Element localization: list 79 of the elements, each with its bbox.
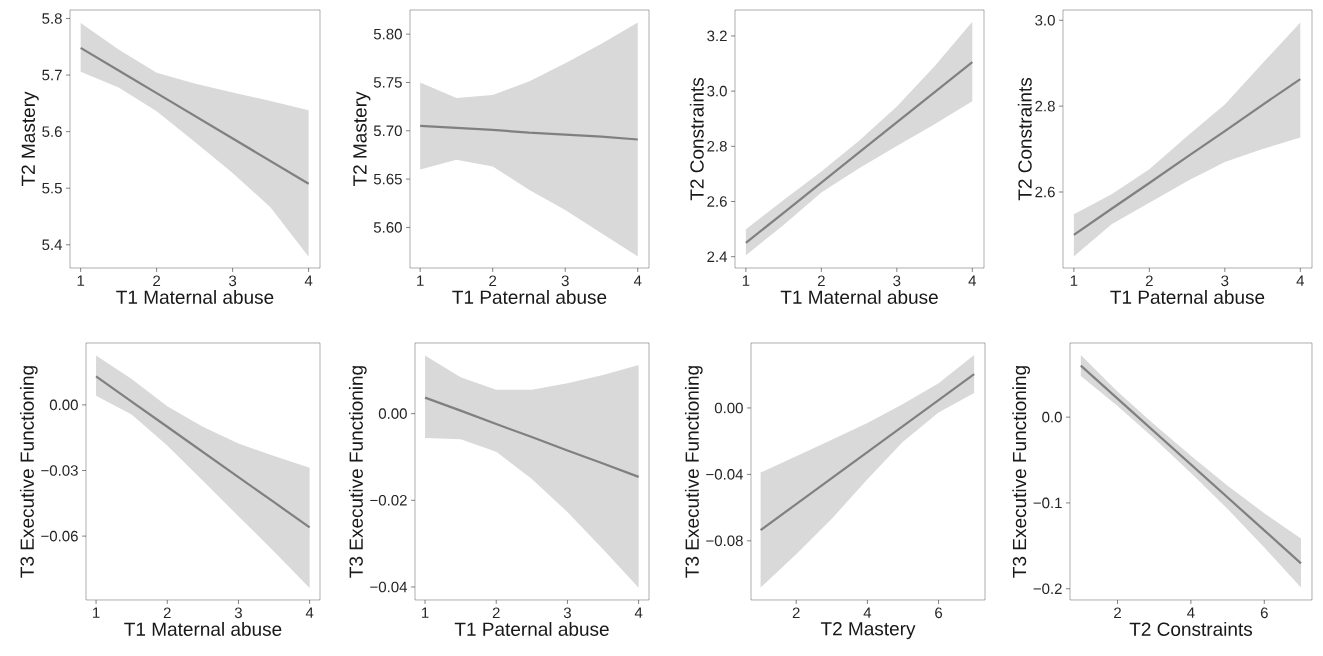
y-tick-label: 5.60 (373, 222, 402, 233)
line-series (423, 396, 640, 478)
x-axis-title: T1 Paternal abuse (1110, 290, 1265, 304)
x-tick-label: 3 (561, 275, 569, 287)
y-axis-title: T3 Executive Functioning (684, 366, 703, 578)
x-axis-title: T1 Paternal abuse (452, 290, 607, 304)
y-axis-title: T2 Constraints (689, 77, 704, 201)
y-tick-label: 3.2 (707, 30, 727, 42)
x-tick-label: 1 (417, 275, 424, 286)
x-tick-label: 1 (742, 275, 750, 286)
x-tick-label: 3 (893, 275, 901, 287)
x-tick-label: 2 (489, 275, 497, 286)
x-axis-title: T1 Maternal abuse (124, 622, 282, 636)
y-axis-title: T3 Executive Functioning (19, 366, 38, 578)
line-series (1072, 78, 1302, 237)
y-tick-label: 5.4 (42, 239, 63, 251)
y-tick-label: 5.75 (373, 77, 402, 88)
y-tick-label: 2.6 (707, 196, 727, 207)
x-tick-label: 4 (1296, 275, 1305, 286)
x-tick-label: 4 (1187, 607, 1195, 618)
y-tick-label: −0.1 (1033, 497, 1062, 509)
y-tick-label: 2.4 (707, 251, 728, 262)
y-tick-label: 5.65 (373, 173, 402, 185)
y-tick-label: −0.2 (1033, 583, 1062, 595)
x-tick-label: 3 (229, 275, 237, 287)
y-tick-label: 0.00 (714, 402, 743, 414)
x-tick-label: 3 (234, 607, 242, 619)
y-axis-title: T2 Constraints (1017, 77, 1032, 201)
y-tick-label: 5.70 (373, 125, 402, 137)
y-axis-title: T2 Mastery (21, 91, 39, 187)
x-tick-label: 4 (633, 275, 642, 286)
y-tick-label: −0.08 (706, 535, 743, 547)
y-tick-label: −0.02 (370, 494, 407, 506)
x-tick-label: 1 (1070, 275, 1078, 286)
y-tick-label: −0.06 (41, 530, 78, 542)
x-axis-title: T2 Mastery (820, 622, 916, 640)
x-tick-label: 2 (153, 275, 161, 286)
x-tick-label: 4 (304, 275, 313, 286)
y-tick-label: 3.0 (1035, 14, 1055, 26)
y-tick-label: 2.6 (1035, 186, 1055, 198)
x-tick-label: 2 (1145, 275, 1153, 286)
line-series (759, 373, 976, 532)
y-tick-label: 2.8 (1035, 100, 1055, 112)
y-tick-label: −0.03 (41, 465, 78, 476)
y-axis-title: T2 Mastery (353, 91, 371, 187)
y-tick-label: 5.5 (42, 182, 62, 194)
y-tick-label: 2.8 (707, 140, 727, 152)
y-tick-label: 5.7 (42, 69, 62, 81)
x-tick-label: 1 (93, 607, 100, 618)
y-tick-label: 5.80 (373, 28, 402, 40)
x-tick-label: 3 (563, 607, 571, 619)
x-tick-label: 2 (817, 275, 825, 286)
x-tick-label: 1 (77, 275, 85, 286)
y-tick-label: −0.04 (370, 581, 408, 593)
x-tick-label: 2 (492, 607, 500, 618)
y-tick-label: 0.00 (378, 408, 407, 419)
x-tick-label: 2 (792, 607, 800, 618)
y-axis-title: T3 Executive Functioning (348, 366, 367, 578)
x-tick-label: 4 (863, 607, 872, 618)
y-tick-label: 5.8 (42, 13, 62, 24)
x-tick-label: 2 (1114, 607, 1121, 618)
x-axis-title: T2 Constraints (1129, 622, 1253, 636)
y-tick-label: 5.6 (42, 126, 62, 137)
y-tick-label: 0.00 (49, 399, 78, 411)
x-tick-label: 6 (935, 607, 943, 619)
x-tick-label: 1 (422, 607, 429, 618)
x-tick-label: 4 (305, 607, 314, 618)
x-tick-label: 2 (163, 607, 171, 618)
x-axis-title: T1 Paternal abuse (454, 622, 609, 636)
y-tick-label: −0.04 (706, 469, 744, 480)
x-tick-label: 4 (968, 275, 977, 286)
x-tick-label: 4 (634, 607, 643, 618)
y-tick-label: 3.0 (707, 85, 727, 97)
y-tick-label: 0.0 (1042, 411, 1062, 423)
y-axis-title: T3 Executive Functioning (1012, 366, 1030, 578)
x-tick-label: 6 (1260, 607, 1268, 619)
x-tick-label: 3 (1221, 275, 1229, 287)
x-axis-title: T1 Maternal abuse (116, 290, 274, 304)
x-axis-title: T1 Maternal abuse (780, 290, 938, 304)
